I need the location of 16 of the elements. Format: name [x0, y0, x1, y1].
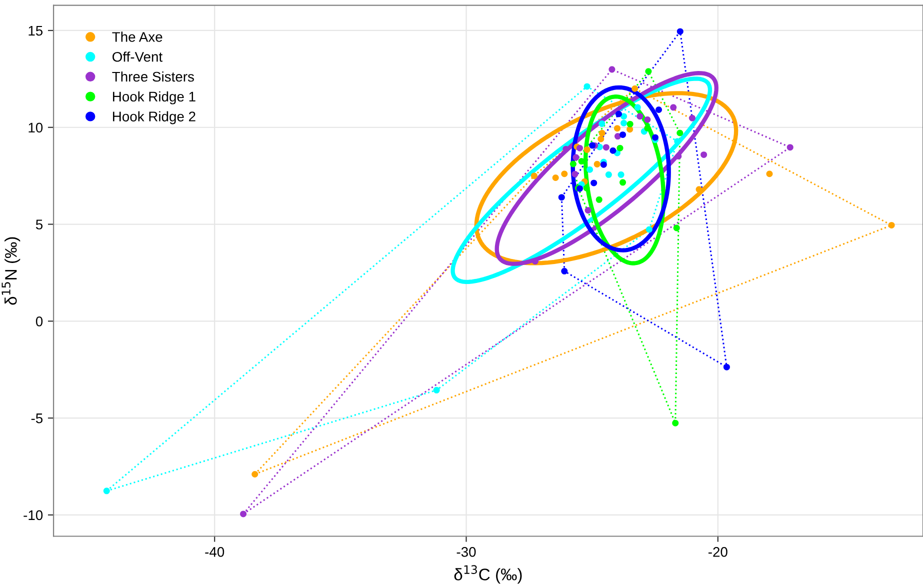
x-axis-title: δ$^{13}$C (‰): [454, 565, 522, 584]
legend-label: The Axe: [112, 32, 162, 42]
y-tick-label: 15: [28, 26, 43, 36]
y-tick-label: -10: [24, 510, 43, 520]
x-tick-label: -30: [456, 547, 476, 557]
legend-label: Off-Vent: [112, 52, 162, 62]
legend-label: Three Sisters: [112, 71, 194, 82]
x-tick-label: -40: [205, 547, 224, 557]
y-axis-title: δ$^{15}$N (‰): [2, 237, 20, 305]
x-tick-label: -20: [708, 547, 728, 557]
y-tick-label: -5: [31, 414, 43, 424]
legend-label: Hook Ridge 2: [113, 111, 196, 124]
legend-label: Hook Ridge 1: [113, 91, 196, 104]
y-tick-label: 0: [36, 316, 43, 326]
y-tick-label: 5: [36, 220, 43, 230]
y-tick-label: 10: [28, 122, 43, 133]
